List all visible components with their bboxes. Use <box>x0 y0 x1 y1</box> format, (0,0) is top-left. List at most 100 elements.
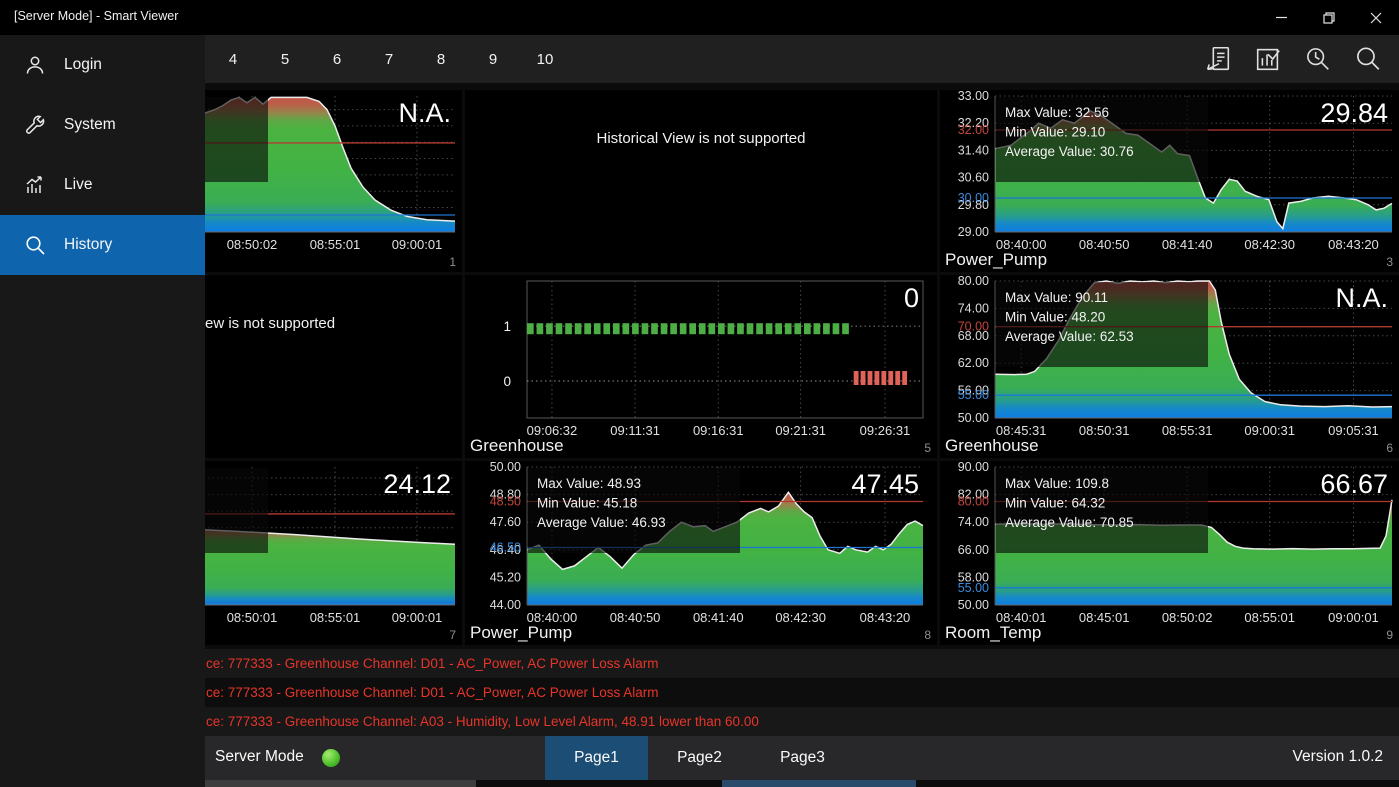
page-tab-page2[interactable]: Page2 <box>677 749 722 766</box>
time-search-button[interactable] <box>1293 35 1343 83</box>
horizontal-scrollbar[interactable] <box>0 780 1399 787</box>
minimize-button[interactable] <box>1258 0 1305 35</box>
not-supported-message: ew is not supported <box>205 315 336 332</box>
chart-page-tab-4[interactable]: 4 <box>228 50 238 68</box>
svg-text:08:50:01: 08:50:01 <box>227 610 278 625</box>
sidebar-item-system[interactable]: System <box>0 95 205 155</box>
svg-text:50.00: 50.00 <box>490 461 521 474</box>
live-chart-icon <box>22 172 48 198</box>
svg-text:Min Value: 48.20: Min Value: 48.20 <box>1005 310 1105 325</box>
page-tab-page3[interactable]: Page3 <box>780 749 825 766</box>
alarm-row[interactable]: ce: 777333 - Greenhouse Channel: D01 - A… <box>0 678 1399 707</box>
search-icon <box>1353 44 1383 74</box>
restore-icon <box>1322 11 1335 24</box>
svg-text:50.00: 50.00 <box>958 598 989 612</box>
svg-text:70.00: 70.00 <box>958 320 989 334</box>
svg-text:Max Value: 48.93: Max Value: 48.93 <box>537 476 641 491</box>
svg-text:08:40:01: 08:40:01 <box>996 610 1047 625</box>
report-button[interactable] <box>1243 35 1293 83</box>
svg-text:08:50:02: 08:50:02 <box>227 237 278 252</box>
chart-page-tab-6[interactable]: 6 <box>332 50 342 68</box>
svg-text:08:41:40: 08:41:40 <box>693 610 744 625</box>
export-icon <box>1203 44 1233 74</box>
chart-panel-9[interactable]: Max Value: 109.8 Min Value: 64.32 Average … <box>940 461 1399 645</box>
sidebar-item-login[interactable]: Login <box>0 35 205 95</box>
chart-page-tab-8[interactable]: 8 <box>436 50 446 68</box>
chart-panel-2[interactable]: Historical View is not supported <box>465 90 937 272</box>
svg-text:08:45:31: 08:45:31 <box>996 423 1047 438</box>
chart-page-tab-10[interactable]: 10 <box>536 50 554 68</box>
svg-text:74.00: 74.00 <box>958 515 989 529</box>
svg-text:09:00:01: 09:00:01 <box>392 610 443 625</box>
export-button[interactable] <box>1193 35 1243 83</box>
svg-text:80.00: 80.00 <box>958 275 989 288</box>
panel-index: 7 <box>449 628 456 642</box>
chart-panel-8[interactable]: Max Value: 48.93 Min Value: 45.18 Average … <box>465 461 937 645</box>
window-controls <box>1258 0 1399 35</box>
panel-index: 5 <box>924 441 931 455</box>
chart-page-tab-strip: 4 5 6 7 8 9 10 <box>0 35 1399 83</box>
svg-text:08:40:00: 08:40:00 <box>996 237 1047 252</box>
chart-panel-5[interactable]: 1 0 09:06:32 09:11:31 09:16:31 09:21:31 09:26:… <box>465 275 937 458</box>
alarm-row[interactable]: ce: 777333 - Greenhouse Channel: D01 - A… <box>0 649 1399 678</box>
svg-text:09:05:31: 09:05:31 <box>1328 423 1379 438</box>
svg-text:46.50: 46.50 <box>490 541 521 555</box>
svg-text:48.50: 48.50 <box>490 495 521 509</box>
svg-text:08:42:30: 08:42:30 <box>1244 237 1295 252</box>
server-mode-label: Server Mode <box>215 748 304 765</box>
close-icon <box>1370 12 1382 24</box>
search-button[interactable] <box>1343 35 1393 83</box>
channel-label: Power_Pump <box>945 250 1048 269</box>
close-button[interactable] <box>1352 0 1399 35</box>
minimize-icon <box>1276 12 1287 23</box>
svg-text:08:55:01: 08:55:01 <box>310 237 361 252</box>
svg-text:09:06:32: 09:06:32 <box>527 423 578 438</box>
scrollbar-thumb[interactable] <box>205 780 476 787</box>
svg-text:Average Value: 62.53: Average Value: 62.53 <box>1005 329 1134 344</box>
restore-button[interactable] <box>1305 0 1352 35</box>
sidebar-item-label: History <box>64 236 113 253</box>
chart-canvas: Max Value: 109.8 Min Value: 64.32 Average … <box>958 461 1393 625</box>
sidebar-item-live[interactable]: Live <box>0 155 205 215</box>
svg-text:56.00: 56.00 <box>958 384 989 398</box>
svg-text:80.00: 80.00 <box>958 495 989 509</box>
chart-page-tabs: 4 5 6 7 8 9 10 <box>207 35 571 83</box>
svg-text:58.00: 58.00 <box>958 570 989 584</box>
svg-text:0: 0 <box>503 374 511 389</box>
sidebar-item-history[interactable]: History <box>0 215 205 275</box>
svg-text:29.84: 29.84 <box>1320 98 1388 128</box>
scrollbar-thumb-secondary[interactable] <box>722 780 916 787</box>
svg-text:Average Value: 46.93: Average Value: 46.93 <box>537 515 666 530</box>
chart-panel-3[interactable]: Max Value: 32.56 Min Value: 29.10 Average … <box>940 90 1399 272</box>
svg-text:24.12: 24.12 <box>383 469 451 499</box>
svg-text:08:40:50: 08:40:50 <box>1079 237 1130 252</box>
chart-page-tab-7[interactable]: 7 <box>384 50 394 68</box>
alarm-list: ce: 777333 - Greenhouse Channel: D01 - A… <box>0 649 1399 736</box>
sidebar-item-label: Live <box>64 176 93 193</box>
titlebar[interactable]: [Server Mode] - Smart Viewer <box>0 0 1399 35</box>
svg-text:08:45:01: 08:45:01 <box>1079 610 1130 625</box>
svg-text:09:16:31: 09:16:31 <box>693 423 744 438</box>
sidebar-item-label: System <box>64 116 116 133</box>
chart-page-tab-9[interactable]: 9 <box>488 50 498 68</box>
chart-page-tab-5[interactable]: 5 <box>280 50 290 68</box>
chart-canvas: Max Value: 48.93 Min Value: 45.18 Average … <box>490 461 924 625</box>
svg-text:1: 1 <box>503 319 511 334</box>
time-search-icon <box>1303 44 1333 74</box>
svg-text:Min Value: 64.32: Min Value: 64.32 <box>1005 496 1105 511</box>
chart-panel-6[interactable]: Max Value: 90.11 Min Value: 48.20 Average … <box>940 275 1399 458</box>
svg-text:Average Value: 70.85: Average Value: 70.85 <box>1005 515 1134 530</box>
svg-text:09:26:31: 09:26:31 <box>860 423 911 438</box>
svg-text:08:50:02: 08:50:02 <box>1162 610 1213 625</box>
alarm-row[interactable]: ce: 777333 - Greenhouse Channel: A03 - H… <box>0 707 1399 736</box>
svg-text:08:43:20: 08:43:20 <box>1328 237 1379 252</box>
svg-text:08:55:01: 08:55:01 <box>310 610 361 625</box>
version-label: Version 1.0.2 <box>1292 748 1383 765</box>
svg-text:08:40:50: 08:40:50 <box>610 610 661 625</box>
svg-text:08:50:31: 08:50:31 <box>1079 423 1130 438</box>
svg-text:Average Value: 30.76: Average Value: 30.76 <box>1005 144 1134 159</box>
svg-text:08:43:20: 08:43:20 <box>860 610 911 625</box>
status-bar: Server Mode Page1 Page2 Page3 Version 1.0.… <box>0 736 1399 780</box>
page-tab-page1[interactable]: Page1 <box>545 736 648 780</box>
